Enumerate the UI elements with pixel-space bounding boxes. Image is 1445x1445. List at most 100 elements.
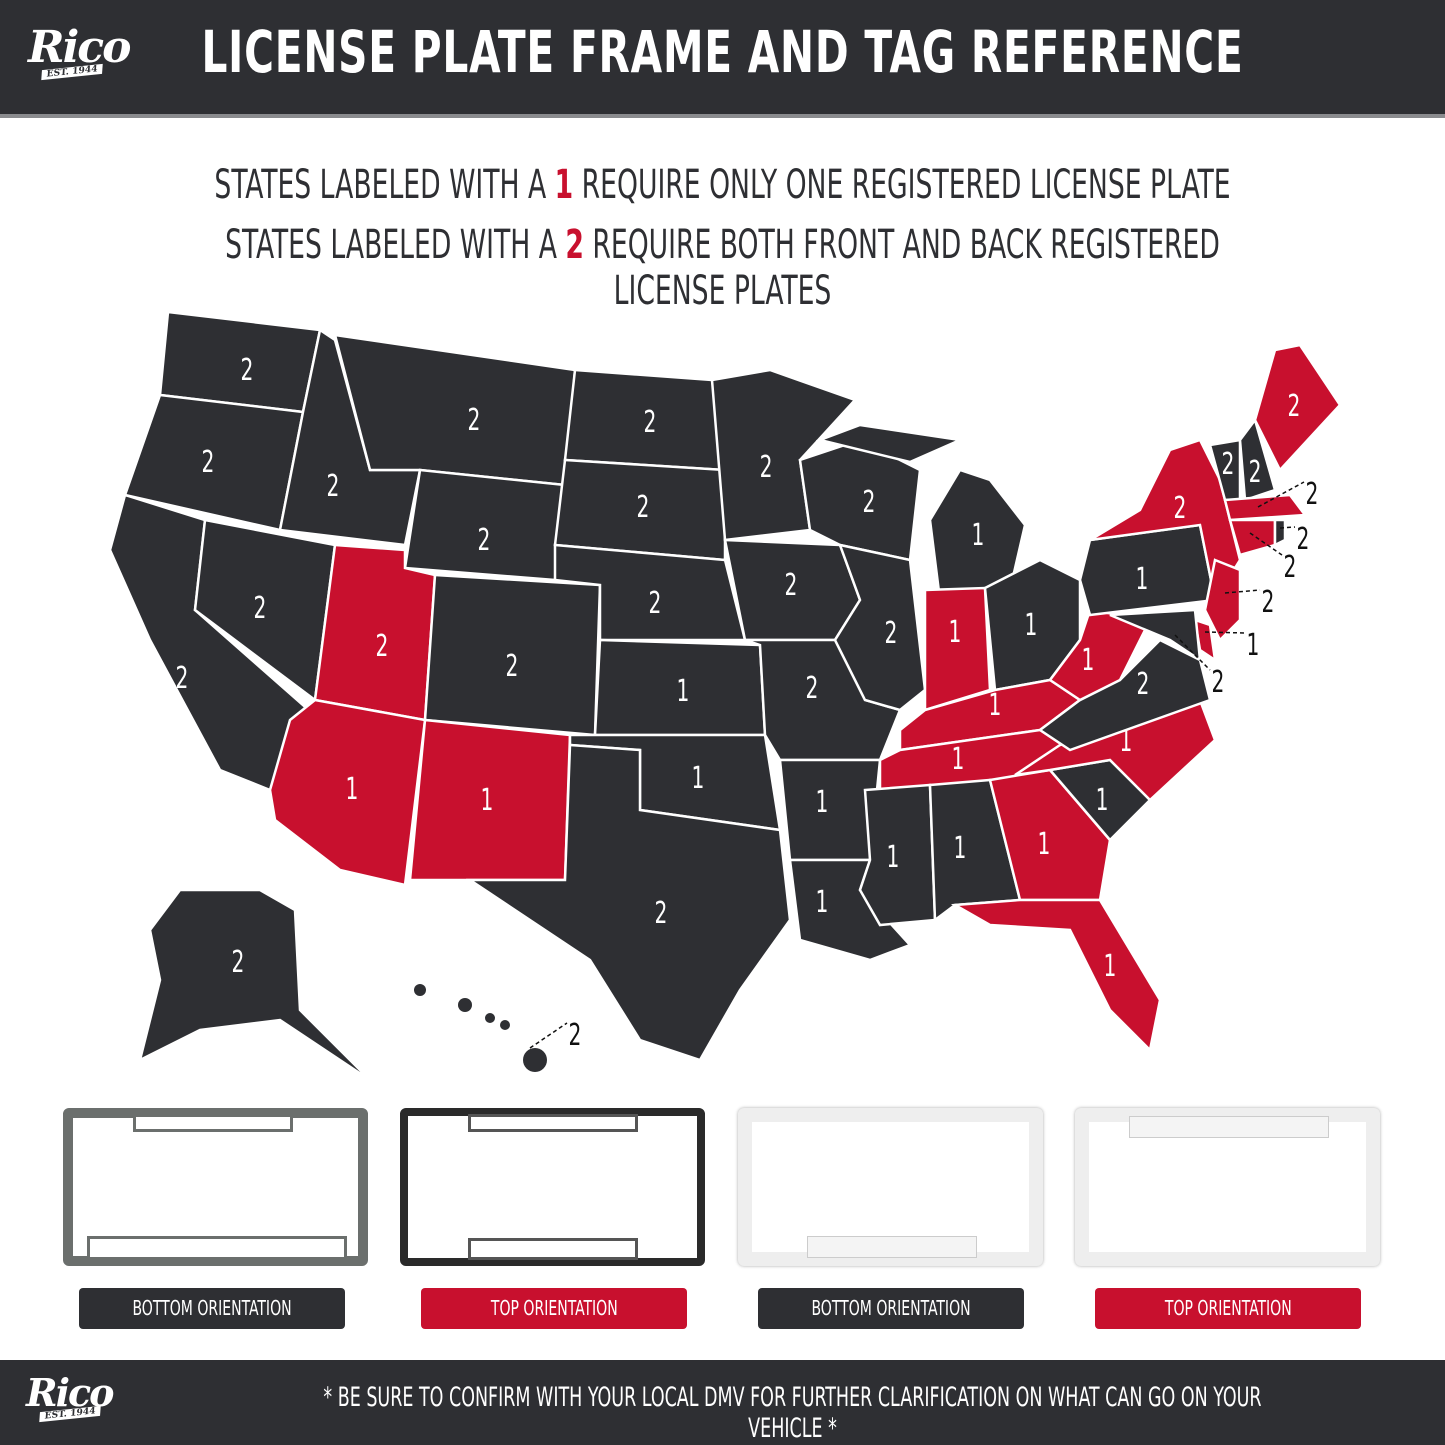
state-label-al: 1 bbox=[954, 831, 967, 866]
state-label-de: 1 bbox=[1247, 628, 1260, 663]
state-mi-up bbox=[815, 423, 965, 464]
state-label-va: 2 bbox=[1137, 667, 1150, 702]
state-nh bbox=[1238, 417, 1277, 502]
state-label-ny: 2 bbox=[1174, 491, 1187, 526]
leader-line bbox=[1257, 481, 1305, 508]
legend-number: 1 bbox=[554, 162, 574, 208]
top-orientation-button[interactable]: TOP ORIENTATION bbox=[1095, 1288, 1361, 1329]
state-label-hi: 2 bbox=[569, 1018, 582, 1053]
state-label-az: 1 bbox=[346, 772, 359, 807]
plate-frame-metal bbox=[63, 1108, 368, 1266]
dmv-disclaimer: * BE SURE TO CONFIRM WITH YOUR LOCAL DMV… bbox=[323, 1382, 1262, 1444]
legend-line-1: STATES LABELED WITH A 1 REQUIRE ONLY ONE… bbox=[188, 162, 1257, 208]
state-label-wa: 2 bbox=[241, 353, 254, 388]
state-label-ma: 2 bbox=[1306, 477, 1319, 512]
state-label-ne: 2 bbox=[649, 586, 662, 621]
leader-line bbox=[1279, 526, 1296, 529]
button-label: BOTTOM ORIENTATION bbox=[811, 1296, 971, 1320]
legend-text: STATES LABELED WITH A bbox=[225, 222, 557, 268]
state-il bbox=[833, 543, 927, 712]
state-label-nm: 1 bbox=[481, 783, 494, 818]
state-label-co: 2 bbox=[506, 649, 519, 684]
state-label-me: 2 bbox=[1288, 389, 1301, 424]
leader-line bbox=[1224, 589, 1261, 594]
logo-text: Rico bbox=[28, 22, 131, 73]
state-label-mt: 2 bbox=[468, 403, 481, 438]
state-label-fl: 1 bbox=[1104, 949, 1117, 984]
state-label-oh: 1 bbox=[1025, 608, 1038, 643]
rico-logo: Rico EST. 1944 bbox=[28, 22, 131, 81]
bottom-orientation-button[interactable]: BOTTOM ORIENTATION bbox=[758, 1288, 1024, 1329]
state-label-ok: 1 bbox=[692, 761, 705, 796]
plate-frame-white-bottom bbox=[738, 1108, 1043, 1266]
footer-bar: Rico EST. 1944 * BE SURE TO CONFIRM WITH… bbox=[0, 1360, 1445, 1445]
legend-text: STATES LABELED WITH A bbox=[214, 162, 547, 208]
legend-text: REQUIRE BOTH FRONT AND BACK REGISTERED L… bbox=[592, 222, 1220, 314]
state-label-ri: 2 bbox=[1297, 522, 1310, 557]
state-label-or: 2 bbox=[202, 445, 215, 480]
state-ar bbox=[778, 758, 882, 862]
button-label: TOP ORIENTATION bbox=[1164, 1296, 1292, 1320]
leader-line bbox=[529, 1022, 568, 1049]
state-hi-island bbox=[458, 998, 472, 1012]
legend-line-2: STATES LABELED WITH A 2 REQUIRE BOTH FRO… bbox=[188, 222, 1257, 314]
state-label-ut: 2 bbox=[376, 629, 389, 664]
state-label-nj: 2 bbox=[1262, 585, 1275, 620]
state-label-ks: 1 bbox=[677, 674, 690, 709]
state-label-ca: 2 bbox=[176, 661, 189, 696]
state-label-il: 2 bbox=[885, 616, 898, 651]
state-label-nv: 2 bbox=[254, 591, 267, 626]
state-hi-island bbox=[500, 1020, 510, 1030]
state-hi-island bbox=[523, 1048, 547, 1072]
state-ma bbox=[1223, 493, 1308, 522]
page-title: LICENSE PLATE FRAME AND TAG REFERENCE bbox=[201, 18, 1244, 86]
state-label-id: 2 bbox=[327, 469, 340, 504]
state-label-nc: 1 bbox=[1120, 724, 1133, 759]
plate-frame-black bbox=[400, 1108, 705, 1266]
state-label-pa: 1 bbox=[1136, 562, 1149, 597]
state-fl bbox=[950, 898, 1162, 1053]
state-label-ar: 1 bbox=[816, 785, 829, 820]
header-bar: Rico EST. 1944 LICENSE PLATE FRAME AND T… bbox=[0, 0, 1445, 118]
state-label-la: 1 bbox=[816, 885, 829, 920]
state-hi-island bbox=[485, 1013, 495, 1023]
leader-line bbox=[1174, 634, 1211, 671]
state-label-sc: 1 bbox=[1096, 783, 1109, 818]
state-label-ak: 2 bbox=[232, 945, 245, 980]
state-hi-island bbox=[414, 984, 426, 996]
state-label-mn: 2 bbox=[760, 450, 773, 485]
state-nj bbox=[1203, 558, 1242, 643]
state-label-ms: 1 bbox=[887, 840, 900, 875]
state-label-ct: 2 bbox=[1284, 550, 1297, 585]
state-label-tn: 1 bbox=[952, 742, 965, 777]
state-label-ky: 1 bbox=[989, 688, 1002, 723]
bottom-orientation-button[interactable]: BOTTOM ORIENTATION bbox=[79, 1288, 345, 1329]
button-label: TOP ORIENTATION bbox=[490, 1296, 618, 1320]
state-mt bbox=[333, 333, 577, 487]
state-label-ga: 1 bbox=[1038, 827, 1051, 862]
state-label-nd: 2 bbox=[644, 405, 657, 440]
state-label-ia: 2 bbox=[785, 568, 798, 603]
state-ak bbox=[138, 888, 371, 1082]
legend-number: 2 bbox=[565, 222, 584, 268]
state-tx bbox=[465, 743, 792, 1062]
state-in bbox=[923, 586, 992, 712]
state-label-wv: 1 bbox=[1082, 643, 1095, 678]
state-label-mi: 1 bbox=[972, 518, 985, 553]
state-label-sd: 2 bbox=[637, 490, 650, 525]
plate-frame-white-top bbox=[1075, 1108, 1380, 1266]
state-label-md: 2 bbox=[1212, 665, 1225, 700]
state-label-vt: 2 bbox=[1222, 447, 1235, 482]
state-label-mo: 2 bbox=[806, 671, 819, 706]
state-label-in: 1 bbox=[949, 615, 962, 650]
state-label-nh: 2 bbox=[1249, 455, 1262, 490]
state-label-wy: 2 bbox=[478, 523, 491, 558]
state-ri bbox=[1273, 518, 1287, 548]
button-label: BOTTOM ORIENTATION bbox=[132, 1296, 292, 1320]
top-orientation-button[interactable]: TOP ORIENTATION bbox=[421, 1288, 687, 1329]
state-me bbox=[1253, 343, 1342, 473]
state-label-tx: 2 bbox=[655, 896, 668, 931]
rico-logo: Rico EST. 1944 bbox=[26, 1370, 114, 1423]
legend-text: REQUIRE ONLY ONE REGISTERED LICENSE PLAT… bbox=[581, 162, 1231, 208]
